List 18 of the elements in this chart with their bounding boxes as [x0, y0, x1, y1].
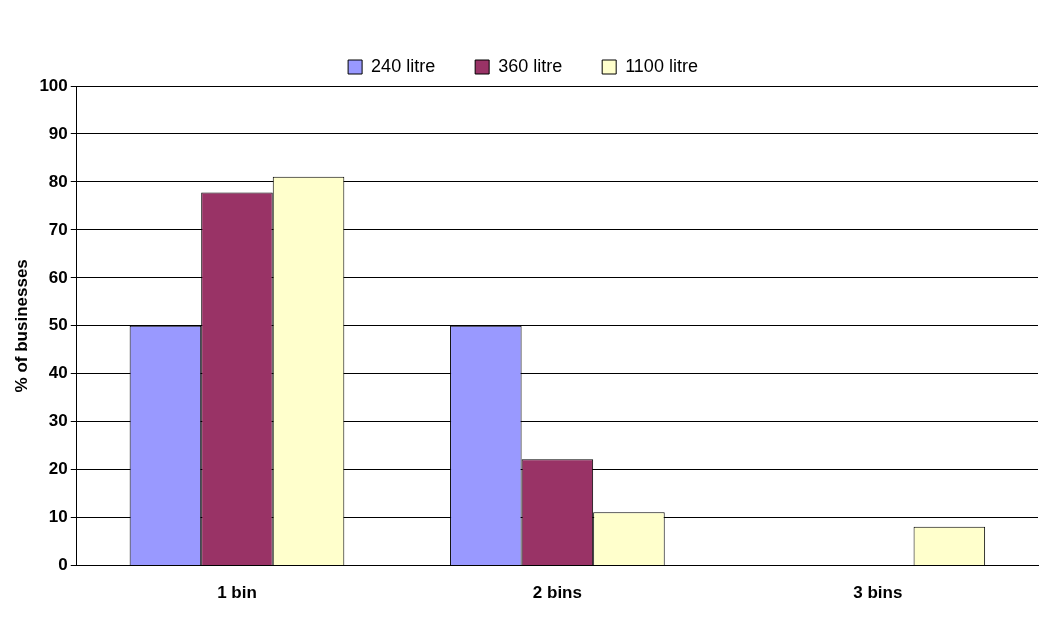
x-tick-label: 2 bins	[532, 583, 582, 603]
y-tick-label: 70	[48, 219, 68, 239]
y-tick-label: 60	[48, 267, 68, 287]
y-tick-label: 0	[58, 555, 68, 575]
legend-label: 240 litre	[371, 55, 436, 76]
legend-label: 360 litre	[498, 55, 563, 76]
y-tick-label: 80	[48, 171, 68, 191]
x-tick-label: 3 bins	[853, 583, 903, 603]
y-tick-label: 10	[48, 507, 68, 527]
y-tick-label: 50	[48, 315, 68, 335]
y-tick-label: 30	[48, 411, 68, 431]
y-tick-label: 90	[48, 123, 68, 143]
legend-label: 1100 litre	[625, 55, 698, 76]
y-tick-label: 100	[39, 75, 68, 95]
y-tick-label: 40	[48, 363, 68, 383]
y-tick-label: 20	[48, 459, 68, 479]
y-axis-title: % of businesses	[11, 259, 31, 393]
x-tick-label: 1 bin	[217, 583, 257, 603]
